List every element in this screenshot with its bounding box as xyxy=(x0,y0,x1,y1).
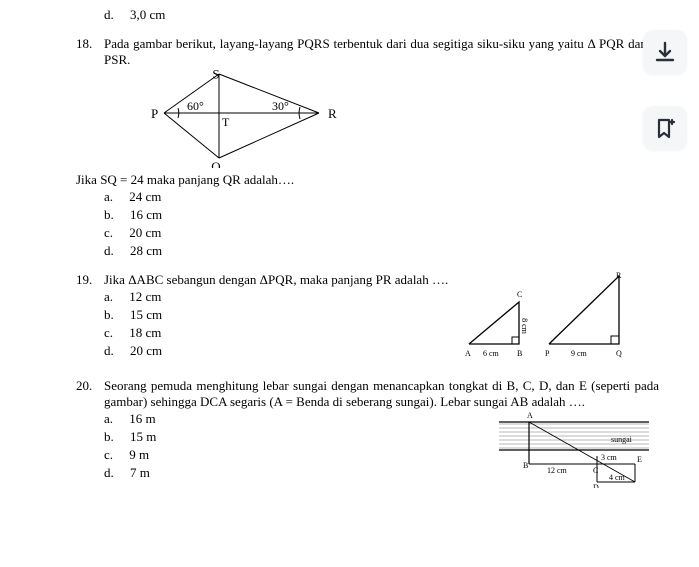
svg-text:A: A xyxy=(527,411,533,420)
svg-text:A: A xyxy=(465,349,471,358)
svg-text:9 cm: 9 cm xyxy=(571,349,588,358)
svg-text:B: B xyxy=(523,461,528,470)
svg-text:6 cm: 6 cm xyxy=(483,349,500,358)
svg-text:B: B xyxy=(517,349,522,358)
option-d-prev: d. 3,0 cm xyxy=(76,6,659,24)
svg-text:P: P xyxy=(151,106,158,121)
svg-text:R: R xyxy=(616,272,622,280)
q18-opt-d: d. 28 cm xyxy=(76,242,659,260)
svg-text:R: R xyxy=(328,106,337,121)
svg-text:12 cm: 12 cm xyxy=(547,466,568,475)
question-18: 18. Pada gambar berikut, layang-layang P… xyxy=(76,36,659,68)
svg-text:C: C xyxy=(593,466,598,475)
bookmark-add-button[interactable] xyxy=(643,106,687,150)
q18-line2: Jika SQ = 24 maka panjang QR adalah…. xyxy=(48,172,659,188)
svg-text:3 cm: 3 cm xyxy=(601,453,618,462)
svg-text:60°: 60° xyxy=(187,99,204,113)
svg-text:E: E xyxy=(637,455,642,464)
svg-text:4 cm: 4 cm xyxy=(609,473,626,482)
svg-text:8 cm: 8 cm xyxy=(520,318,529,335)
bookmark-plus-icon xyxy=(653,116,677,140)
document-page: d. 3,0 cm 18. Pada gambar berikut, layan… xyxy=(0,0,699,498)
svg-text:Q: Q xyxy=(211,159,221,168)
q18-opt-a: a. 24 cm xyxy=(76,188,659,206)
question-20: 20. Seorang pemuda menghitung lebar sung… xyxy=(76,378,659,410)
svg-text:sungai: sungai xyxy=(611,435,633,444)
question-text: Pada gambar berikut, layang-layang PQRS … xyxy=(104,36,659,68)
q18-opt-b: b. 16 cm xyxy=(76,206,659,224)
q18-diagram: P R S Q T 60° 30° xyxy=(76,68,659,172)
q20-opt-c: c. 9 m xyxy=(76,446,489,464)
svg-text:Q: Q xyxy=(616,349,622,358)
q19-opt-d: d. 20 cm xyxy=(76,342,459,360)
question-number: 19. xyxy=(76,272,104,288)
q20-diagram: A sungai B 12 cm C 3 cm E 4 cm D xyxy=(489,410,659,492)
q19-opt-a: a. 12 cm xyxy=(76,288,459,306)
svg-text:T: T xyxy=(222,115,230,129)
svg-text:S: S xyxy=(212,68,219,82)
q19-opt-c: c. 18 cm xyxy=(76,324,459,342)
q19-opt-b: b. 15 cm xyxy=(76,306,459,324)
download-icon xyxy=(653,40,677,64)
q20-opt-b: b. 15 m xyxy=(76,428,489,446)
q20-opt-d: d. 7 m xyxy=(76,464,489,482)
question-text: Seorang pemuda menghitung lebar sungai d… xyxy=(104,378,659,410)
question-19: 19. Jika ΔABC sebangun dengan ΔPQR, maka… xyxy=(76,272,659,366)
question-number: 20. xyxy=(76,378,104,410)
svg-text:30°: 30° xyxy=(272,99,289,113)
q20-opt-a: a. 16 m xyxy=(76,410,489,428)
q19-diagram: A B C 6 cm 8 cm P Q R 9 cm xyxy=(459,272,659,366)
question-text: Jika ΔABC sebangun dengan ΔPQR, maka pan… xyxy=(104,272,459,288)
question-number: 18. xyxy=(76,36,104,68)
svg-text:D: D xyxy=(593,483,599,488)
download-button[interactable] xyxy=(643,30,687,74)
q18-opt-c: c. 20 cm xyxy=(76,224,659,242)
svg-text:P: P xyxy=(545,349,550,358)
svg-text:C: C xyxy=(517,290,522,299)
